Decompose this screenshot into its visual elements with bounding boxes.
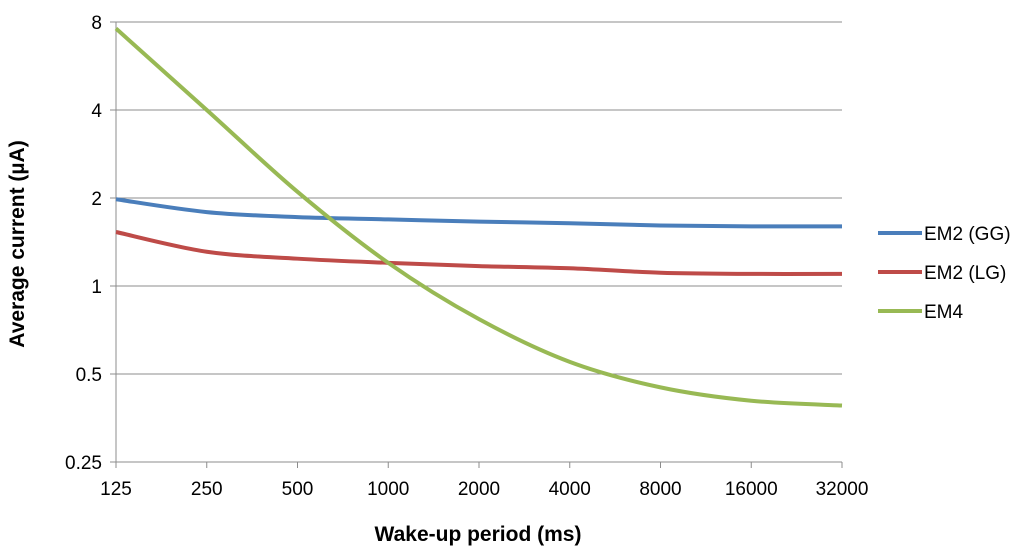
y-tick-label: 4 [91, 101, 102, 122]
y-tick-label: 8 [91, 13, 102, 34]
y-tick-label: 1 [91, 277, 102, 298]
legend: EM2 (GG) EM2 (LG) EM4 [878, 224, 1011, 323]
x-tick-label: 8000 [639, 479, 681, 500]
y-tick-label: 0.25 [65, 453, 102, 474]
series-lines [114, 27, 843, 408]
axes [110, 21, 843, 468]
gridlines [116, 21, 842, 375]
legend-label: EM2 (LG) [924, 263, 1006, 284]
legend-label: EM2 (GG) [924, 224, 1011, 245]
y-tick-label: 0.5 [76, 365, 102, 386]
series-line-2 [115, 230, 843, 276]
y-axis-title: Average current (µA) [6, 140, 29, 347]
x-tick-label: 2000 [458, 479, 500, 500]
x-axis-title: Wake-up period (ms) [375, 523, 582, 546]
x-tick-label: 32000 [816, 479, 869, 500]
x-tick-label: 500 [282, 479, 314, 500]
y-tick-label: 2 [91, 189, 102, 210]
legend-label: EM4 [924, 302, 964, 323]
series-line-3 [114, 27, 843, 408]
x-tick-label: 4000 [549, 479, 591, 500]
x-tick-label: 16000 [725, 479, 778, 500]
x-tick-label: 1000 [367, 479, 409, 500]
tick-labels: 0.25 0.5 1 2 4 8 125 250 500 1000 2000 4000 8000 1600… [65, 13, 868, 500]
series-line-1 [115, 197, 843, 229]
x-tick-label: 125 [100, 479, 132, 500]
x-tick-label: 250 [191, 479, 223, 500]
